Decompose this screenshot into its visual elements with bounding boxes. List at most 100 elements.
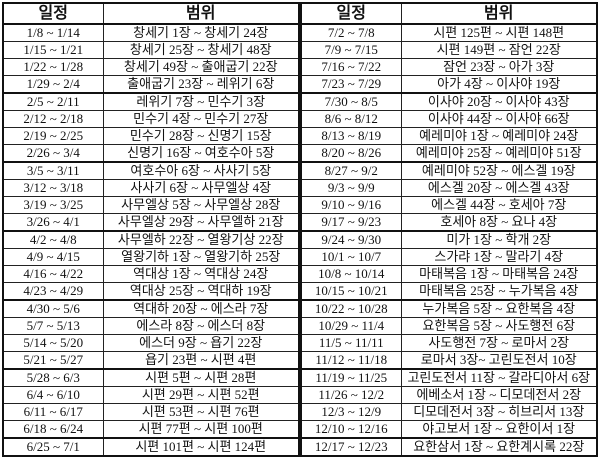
schedule-date: 1/22 ~ 1/28 (2, 58, 104, 76)
header-range: 범위 (102, 2, 300, 25)
reading-range: 스가랴 1장 ~ 말라기 4장 (400, 248, 598, 266)
table-row: 9/24 ~ 9/30 미가 1장 ~ 학개 2장 (300, 230, 598, 249)
schedule-date: 12/3 ~ 12/9 (300, 403, 402, 421)
table-row: 11/26 ~ 12/2 에베소서 1장 ~ 디모데전서 2장 (300, 386, 598, 404)
table-row: 11/12 ~ 11/18 로마서 3장~ 고린도전서 10장 (300, 351, 598, 370)
schedule-date: 6/18 ~ 6/24 (2, 420, 104, 439)
table-row: 1/29 ~ 2/4 출애굽기 23장 ~ 레위기 6장 (2, 75, 300, 94)
schedule-date: 8/6 ~ 8/12 (300, 110, 402, 128)
table-row: 3/12 ~ 3/18 사사기 6장 ~ 사무엘상 4장 (2, 179, 300, 197)
reading-range: 욥기 23편 ~ 시편 4편 (102, 351, 300, 370)
schedule-date: 7/9 ~ 7/15 (300, 41, 402, 59)
schedule-date: 9/3 ~ 9/9 (300, 179, 402, 197)
schedule-date: 11/12 ~ 11/18 (300, 351, 402, 370)
schedule-date: 4/2 ~ 4/8 (2, 230, 104, 249)
schedule-date: 11/19 ~ 11/25 (300, 368, 402, 387)
reading-range: 예레미야 52장 ~ 에스겔 19장 (400, 161, 598, 180)
reading-range: 민수기 4장 ~ 민수기 27장 (102, 110, 300, 128)
table-row: 5/14 ~ 5/20 에스더 9장 ~ 욥기 22장 (2, 334, 300, 352)
reading-range: 마태복음 1장 ~ 마태복음 24장 (400, 265, 598, 283)
schedule-date: 10/22 ~ 10/28 (300, 299, 402, 318)
schedule-table-right: 일정 범위 7/2 ~ 7/8 시편 125편 ~ 시편 148편 7/9 ~ 7/… (300, 2, 598, 457)
reading-range: 마태복음 25장 ~ 누가복음 4장 (400, 282, 598, 301)
reading-range: 사사기 6장 ~ 사무엘상 4장 (102, 179, 300, 197)
reading-range: 여호수아 6장 ~ 사사기 5장 (102, 161, 300, 180)
table-row: 3/19 ~ 3/25 사무엘상 5장 ~ 사무엘상 28장 (2, 196, 300, 214)
schedule-date: 9/17 ~ 9/23 (300, 213, 402, 232)
reading-range: 시편 125편 ~ 시편 148편 (400, 23, 598, 42)
reading-range: 로마서 3장~ 고린도전서 10장 (400, 351, 598, 370)
table-row: 3/26 ~ 4/1 사무엘상 29장 ~ 사무엘하 21장 (2, 213, 300, 232)
table-row: 6/11 ~ 6/17 시편 53편 ~ 시편 76편 (2, 403, 300, 421)
schedule-date: 7/2 ~ 7/8 (300, 23, 402, 42)
reading-range: 역대상 25장 ~ 역대하 19장 (102, 282, 300, 301)
reading-range: 호세아 8장 ~ 요나 4장 (400, 213, 598, 232)
reading-range: 사무엘상 5장 ~ 사무엘상 28장 (102, 196, 300, 214)
header-range: 범위 (400, 2, 598, 25)
table-row: 9/17 ~ 9/23 호세아 8장 ~ 요나 4장 (300, 213, 598, 232)
reading-range: 이사야 20장 ~ 이사야 43장 (400, 92, 598, 111)
schedule-date: 4/23 ~ 4/29 (2, 282, 104, 301)
schedule-date: 8/20 ~ 8/26 (300, 144, 402, 163)
table-row: 11/19 ~ 11/25 고린도전서 11장 ~ 갈라디아서 6장 (300, 368, 598, 387)
schedule-date: 3/5 ~ 3/11 (2, 161, 104, 180)
schedule-date: 4/16 ~ 4/22 (2, 265, 104, 283)
reading-range: 시편 149편 ~ 잠언 22장 (400, 41, 598, 59)
schedule-table-left: 일정 범위 1/8 ~ 1/14 창세기 1장 ~ 창세기 24장 1/15 ~ 1… (2, 2, 300, 457)
schedule-date: 3/19 ~ 3/25 (2, 196, 104, 214)
schedule-date: 11/26 ~ 12/2 (300, 386, 402, 404)
schedule-date: 8/27 ~ 9/2 (300, 161, 402, 180)
reading-range: 에스라 8장 ~ 에스더 8장 (102, 317, 300, 335)
reading-range: 요한삼서 1장 ~ 요한계시록 22장 (400, 437, 598, 457)
table-row: 6/18 ~ 6/24 시편 77편 ~ 시편 100편 (2, 420, 300, 439)
reading-range: 창세기 1장 ~ 창세기 24장 (102, 23, 300, 42)
table-row: 12/10 ~ 12/16 야고보서 1장 ~ 요한이서 1장 (300, 420, 598, 439)
schedule-date: 10/8 ~ 10/14 (300, 265, 402, 283)
reading-range: 민수기 28장 ~ 신명기 15장 (102, 127, 300, 145)
schedule-date: 8/13 ~ 8/19 (300, 127, 402, 145)
reading-range: 에스겔 44장 ~ 호세아 7장 (400, 196, 598, 214)
schedule-date: 5/28 ~ 6/3 (2, 368, 104, 387)
reading-range: 시편 5편 ~ 시편 28편 (102, 368, 300, 387)
schedule-date: 12/10 ~ 12/16 (300, 420, 402, 439)
schedule-date: 11/5 ~ 11/11 (300, 334, 402, 352)
schedule-date: 1/8 ~ 1/14 (2, 23, 104, 42)
reading-range: 디모데전서 3장 ~ 히브리서 13장 (400, 403, 598, 421)
schedule-date: 5/7 ~ 5/13 (2, 317, 104, 335)
reading-range: 시편 101편 ~ 시편 124편 (102, 437, 300, 457)
table-row: 10/15 ~ 10/21 마태복음 25장 ~ 누가복음 4장 (300, 282, 598, 301)
schedule-date: 10/1 ~ 10/7 (300, 248, 402, 266)
table-row: 7/23 ~ 7/29 아가 4장 ~ 이사야 19장 (300, 75, 598, 94)
schedule-date: 6/11 ~ 6/17 (2, 403, 104, 421)
table-row: 1/15 ~ 1/21 창세기 25장 ~ 창세기 48장 (2, 41, 300, 59)
schedule-date: 6/25 ~ 7/1 (2, 437, 104, 457)
table-row: 11/5 ~ 11/11 사도행전 7장 ~ 로마서 2장 (300, 334, 598, 352)
schedule-date: 7/16 ~ 7/22 (300, 58, 402, 76)
table-row: 2/5 ~ 2/11 레위기 7장 ~ 민수기 3장 (2, 92, 300, 111)
schedule-date: 5/21 ~ 5/27 (2, 351, 104, 370)
header-date: 일정 (2, 2, 104, 25)
table-row: 3/5 ~ 3/11 여호수아 6장 ~ 사사기 5장 (2, 161, 300, 180)
table-row: 12/17 ~ 12/23 요한삼서 1장 ~ 요한계시록 22장 (300, 437, 598, 457)
schedule-date: 2/26 ~ 3/4 (2, 144, 104, 163)
table-row: 1/8 ~ 1/14 창세기 1장 ~ 창세기 24장 (2, 23, 300, 42)
table-row: 12/3 ~ 12/9 디모데전서 3장 ~ 히브리서 13장 (300, 403, 598, 421)
reading-range: 누가복음 5장 ~ 요한복음 4장 (400, 299, 598, 318)
schedule-date: 9/24 ~ 9/30 (300, 230, 402, 249)
reading-range: 이사야 44장 ~ 이사야 66장 (400, 110, 598, 128)
schedule-date: 3/26 ~ 4/1 (2, 213, 104, 232)
reading-range: 역대하 20장 ~ 에스라 7장 (102, 299, 300, 318)
table-row: 5/7 ~ 5/13 에스라 8장 ~ 에스더 8장 (2, 317, 300, 335)
schedule-date: 5/14 ~ 5/20 (2, 334, 104, 352)
table-row: 8/20 ~ 8/26 예레미야 25장 ~ 예레미야 51장 (300, 144, 598, 163)
reading-range: 잠언 23장 ~ 아가 3장 (400, 58, 598, 76)
table-row: 7/30 ~ 8/5 이사야 20장 ~ 이사야 43장 (300, 92, 598, 111)
schedule-date: 6/4 ~ 6/10 (2, 386, 104, 404)
table-row: 10/22 ~ 10/28 누가복음 5장 ~ 요한복음 4장 (300, 299, 598, 318)
reading-range: 고린도전서 11장 ~ 갈라디아서 6장 (400, 368, 598, 387)
schedule-date: 7/23 ~ 7/29 (300, 75, 402, 94)
table-row: 4/2 ~ 4/8 사무엘하 22장 ~ 열왕기상 22장 (2, 230, 300, 249)
reading-range: 열왕기하 1장 ~ 열왕기하 25장 (102, 248, 300, 266)
reading-range: 아가 4장 ~ 이사야 19장 (400, 75, 598, 94)
